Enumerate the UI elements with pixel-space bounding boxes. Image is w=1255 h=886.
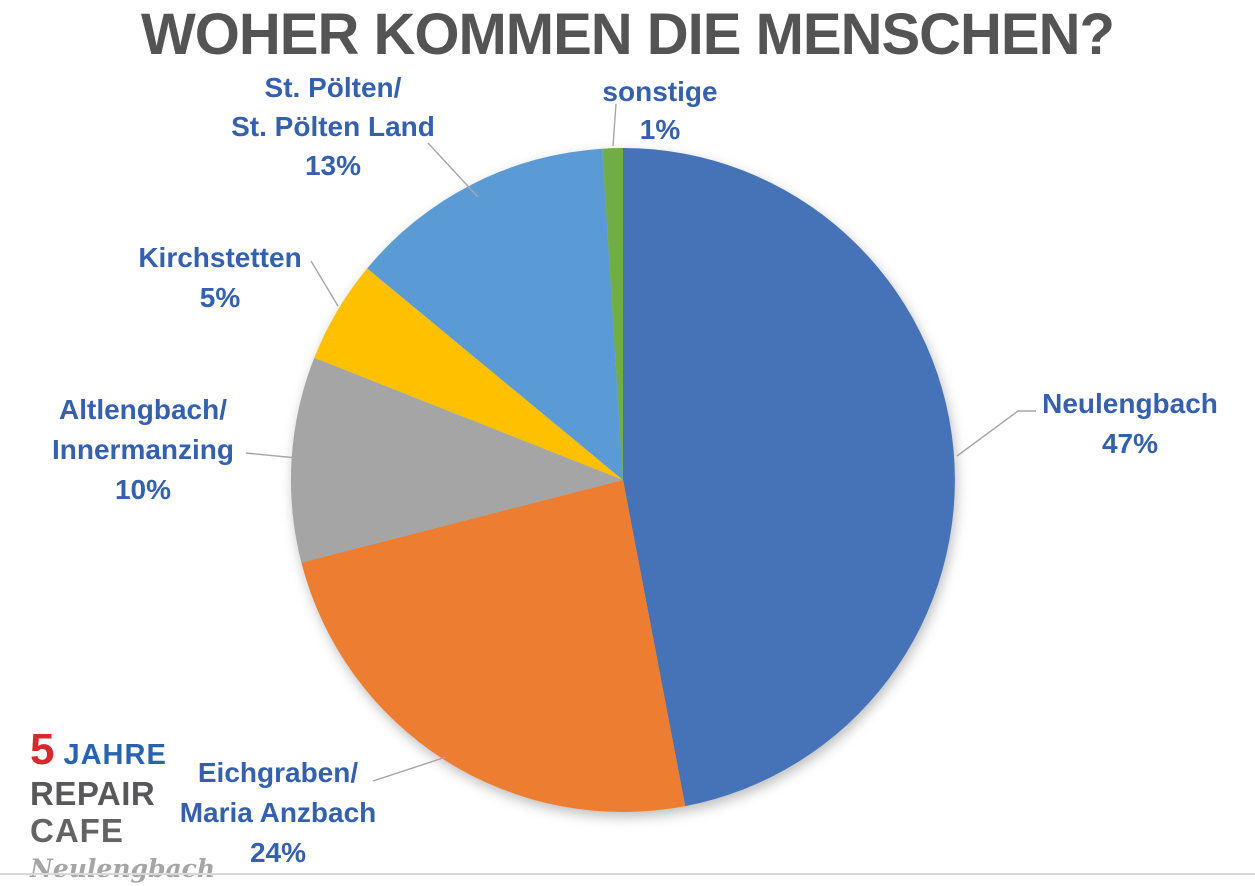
bottom-divider	[0, 873, 1255, 875]
pie-label-name-line: Maria Anzbach	[179, 797, 377, 828]
leader-line-neulengbach	[956, 410, 1036, 457]
logo-place: Neulengbach	[30, 854, 216, 883]
pie-slice-kirchstetten	[314, 268, 623, 480]
pie-label-percent: 10%	[114, 474, 172, 505]
pie-label-percent: 24%	[249, 837, 307, 868]
pie-label-name-line: Altlengbach/	[58, 394, 228, 425]
logo-repair: REPAIR	[30, 775, 156, 812]
chart-title: WOHER KOMMEN DIE MENSCHEN?	[141, 2, 1115, 67]
pie-label-name-line: Neulengbach	[1042, 388, 1218, 419]
logo-number: 5	[30, 725, 55, 774]
pie-slices-group	[290, 148, 955, 812]
pie-label-name-line: sonstige	[602, 76, 718, 107]
pie-label-eichgraben: Eichgraben/Maria Anzbach 24%	[180, 753, 377, 873]
pie-label-percent: 5%	[199, 282, 241, 313]
pie-label-percent: 13%	[304, 150, 362, 181]
pie-label-kirchstetten: Kirchstetten 5%	[138, 238, 301, 318]
logo-cafe: CAFE	[30, 812, 124, 849]
pie-label-name-line: Kirchstetten	[138, 242, 302, 273]
pie-slice-sonstige	[602, 148, 623, 480]
pie-label-stpoelten: St. Pölten/St. Pölten Land 13%	[231, 68, 435, 185]
logo-jahre: JAHRE	[63, 739, 167, 771]
pie-label-percent: 1%	[639, 114, 681, 145]
pie-slice-stpoelten	[367, 148, 623, 480]
pie-label-name-line: Innermanzing	[51, 434, 235, 465]
pie-label-name-line: St. Pölten Land	[231, 111, 435, 142]
pie-label-percent: 47%	[1101, 428, 1159, 459]
pie-label-name-line: St. Pölten/	[264, 72, 402, 103]
leader-line-sonstige	[612, 103, 617, 147]
pie-slice-altlengbach	[290, 357, 623, 563]
pie-slice-neulengbach	[623, 148, 955, 807]
leader-line-altlengbach	[245, 452, 298, 459]
pie-label-altlengbach: Altlengbach/Innermanzing 10%	[52, 390, 234, 510]
leader-line-kirchstetten	[310, 260, 339, 307]
pie-label-neulengbach: Neulengbach 47%	[1042, 384, 1218, 464]
pie-label-name-line: Eichgraben/	[197, 757, 359, 788]
pie-label-sonstige: sonstige 1%	[602, 73, 717, 149]
leader-line-eichgraben	[372, 756, 447, 782]
leader-line-stpoelten	[427, 142, 479, 198]
logo-line-jahre: 5 JAHRE	[30, 728, 215, 772]
pie-slice-eichgraben	[301, 480, 686, 812]
repair-cafe-logo: 5 JAHRE REPAIR CAFE Neulengbach	[30, 728, 216, 883]
